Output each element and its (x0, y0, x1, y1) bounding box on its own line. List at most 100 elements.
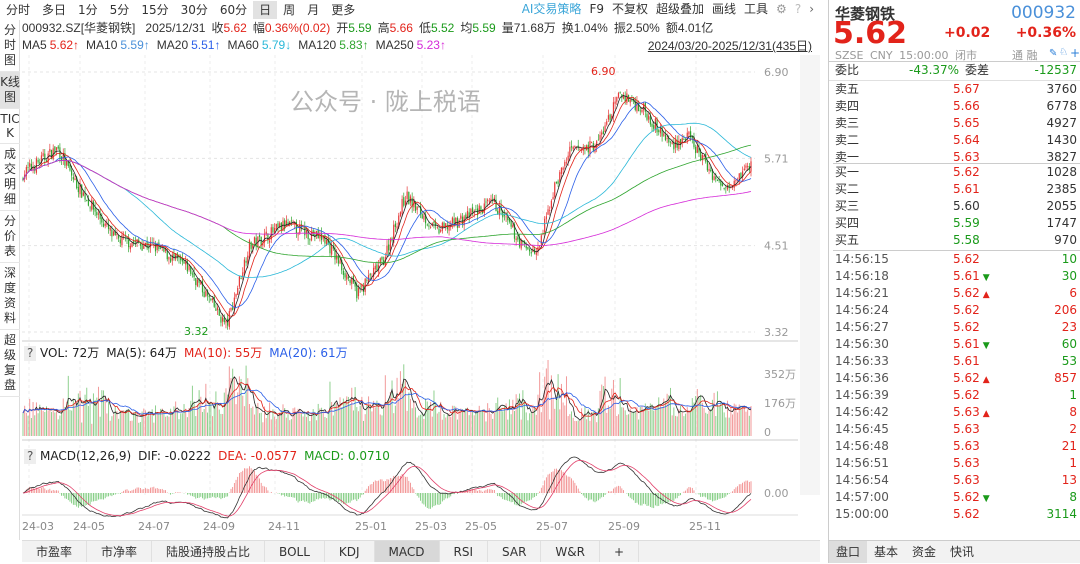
indicator-tab[interactable]: RSI (440, 541, 489, 562)
candle (463, 214, 465, 231)
view-tab[interactable]: 成交明细 (0, 144, 20, 211)
tick-price: 5.62 (953, 251, 980, 268)
volume-bar (371, 411, 373, 436)
tick-time: 14:56:21 (835, 286, 889, 300)
period-tab[interactable]: 15分 (141, 3, 169, 17)
panel-tab[interactable]: 快讯 (950, 545, 975, 559)
period-tab[interactable]: 多日 (42, 3, 67, 17)
volume-bar (255, 405, 257, 436)
add-watchlist-icon[interactable]: + (1070, 46, 1080, 60)
edit-icon[interactable]: ✎ (1049, 48, 1058, 59)
tick-time: 14:56:45 (835, 422, 889, 436)
tool-button[interactable]: 工具 (744, 2, 769, 16)
volume-bar (594, 410, 596, 436)
volume-bar (302, 416, 304, 436)
level-price: 5.60 (953, 199, 980, 213)
candle (376, 261, 378, 273)
chart-scrollbar[interactable] (800, 55, 820, 495)
view-tab[interactable]: TICK (0, 109, 20, 144)
volume-bar (409, 398, 411, 436)
tool-button[interactable]: 画线 (712, 2, 737, 16)
gear-icon[interactable]: ⚙ (776, 2, 787, 16)
volume-bar (539, 372, 541, 436)
indicator-tab[interactable]: 市净率 (87, 541, 153, 562)
candle (139, 242, 142, 250)
view-tab[interactable]: 超级复盘 (0, 330, 20, 397)
panel-tab[interactable]: 资金 (912, 545, 937, 559)
period-tab[interactable]: 日 (253, 1, 278, 19)
view-tab[interactable]: 分价表 (0, 211, 20, 263)
candle (703, 155, 705, 161)
volume-bar (435, 402, 437, 436)
panel-tab[interactable]: 基本 (874, 545, 899, 559)
period-tab[interactable]: 月 (307, 3, 320, 17)
volume-bar (188, 408, 190, 436)
indicator-tab[interactable]: 陆股通持股占比 (152, 541, 266, 562)
volume-bar (678, 408, 680, 436)
volume-bar (222, 414, 224, 436)
period-tab[interactable]: 1分 (78, 3, 98, 17)
period-tab[interactable]: 5分 (109, 3, 130, 17)
volume-bar (317, 403, 319, 436)
volume-bar (316, 420, 318, 436)
tick-volume: 10 (1061, 252, 1077, 266)
volume-bar (141, 411, 143, 436)
info-low-label: 低 (418, 21, 431, 35)
help-button[interactable] (24, 346, 36, 361)
volume-bar (391, 380, 393, 436)
indicator-tab[interactable]: + (600, 541, 640, 562)
left-view-tabs: 分时图 K线图 TICK 成交明细 分价表 深度资料 超级复盘 (0, 20, 20, 540)
panel-tab[interactable]: 盘口 (829, 541, 868, 563)
candle (30, 159, 32, 172)
indicator-tab[interactable]: MACD (374, 541, 440, 562)
candle (265, 226, 267, 237)
alert-bell-icon[interactable]: ♘ (1059, 47, 1068, 58)
indicator-tab[interactable]: 市盈率 (22, 541, 88, 562)
indicator-tab[interactable]: BOLL (265, 541, 325, 562)
candle (260, 236, 262, 249)
period-tab[interactable]: 分时 (6, 3, 31, 17)
volume-bar (498, 406, 500, 436)
view-tab[interactable]: 深度资料 (0, 263, 20, 330)
tick-row: 14:56:51 5.63 1 (835, 455, 1077, 472)
tool-button[interactable]: 超级叠加 (656, 2, 705, 16)
indicator-tab[interactable]: W&R (541, 541, 600, 562)
date-range[interactable]: 2024/03/20-2025/12/31(435日) (647, 39, 812, 53)
candle (27, 161, 29, 173)
candle (476, 204, 479, 221)
candle (245, 257, 247, 267)
view-tab[interactable]: 分时图 (0, 20, 20, 72)
volume-tick: 352万 (764, 368, 796, 381)
candle (92, 199, 95, 215)
help-icon[interactable]: ? (794, 2, 802, 16)
tick-price-value: 5.63 (953, 456, 980, 470)
volume-bar (284, 407, 286, 436)
tool-button[interactable]: AI交易策略 (521, 2, 582, 16)
tool-button[interactable]: F9 (589, 2, 604, 16)
help-button[interactable] (24, 449, 36, 464)
volume-bar (99, 416, 101, 436)
candle (112, 230, 115, 237)
chevron-right-icon[interactable]: › (809, 2, 814, 16)
volume-bar (482, 410, 484, 436)
indicator-tab[interactable]: KDJ (325, 541, 375, 562)
volume-bar (270, 419, 272, 436)
volume-bar (708, 410, 710, 436)
volume-bar (571, 411, 573, 436)
volume-bar (373, 400, 375, 436)
volume-bar (550, 375, 552, 436)
volume-bar (32, 402, 34, 436)
candle (163, 246, 165, 253)
volume-bar (582, 414, 584, 436)
volume-bar (423, 418, 425, 436)
period-tab[interactable]: 周 (283, 3, 296, 17)
period-tab[interactable]: 30分 (180, 3, 208, 17)
view-tab[interactable]: K线图 (0, 72, 20, 109)
level-volume: 4927 (1046, 116, 1077, 130)
indicator-tab[interactable]: SAR (488, 541, 542, 562)
period-tab[interactable]: 更多 (331, 3, 356, 17)
period-tab[interactable]: 60分 (219, 3, 248, 17)
volume-bar (742, 405, 744, 436)
tool-button[interactable]: 不复权 (611, 2, 648, 16)
kline-chart[interactable]: 6.90 5.71 4.51 3.32 24-03 24-05 24-07 24-09 24-1… (22, 55, 820, 540)
